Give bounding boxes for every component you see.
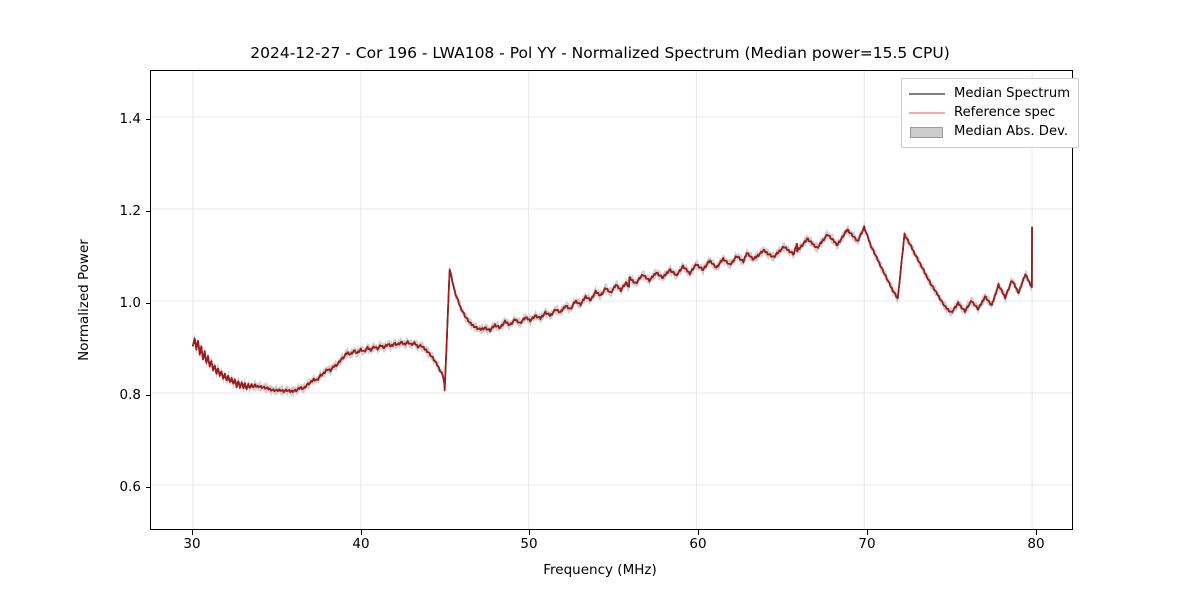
x-tick-label: 30 (183, 536, 201, 552)
x-tick-label: 70 (858, 536, 876, 552)
legend-line-swatch-median (909, 87, 945, 101)
y-tick-label: 1.4 (119, 111, 141, 127)
x-tick-mark (361, 530, 362, 535)
legend-label: Median Abs. Dev. (954, 124, 1069, 139)
legend-item-median-abs-dev: Median Abs. Dev. (909, 122, 1070, 141)
y-tick-label: 0.6 (119, 479, 141, 495)
y-tick-mark (146, 119, 151, 120)
x-tick-mark (698, 530, 699, 535)
legend-item-median-spectrum: Median Spectrum (909, 84, 1070, 103)
y-tick-mark (146, 395, 151, 396)
y-tick-mark (146, 487, 151, 488)
legend-item-reference-spec: Reference spec (909, 103, 1070, 122)
gray-band-icon (910, 126, 943, 138)
median-abs-dev-band (192, 221, 1033, 398)
y-tick-label: 0.8 (119, 387, 141, 403)
reference-spec-line (192, 225, 1033, 394)
black-line-icon (909, 93, 945, 94)
x-tick-mark (867, 530, 868, 535)
y-tick-label-group: 0.6 0.8 1.0 1.2 1.4 (95, 0, 141, 600)
x-tick-label: 60 (689, 536, 707, 552)
x-tick-label: 50 (520, 536, 538, 552)
y-tick-mark (146, 303, 151, 304)
red-line-icon (909, 112, 945, 113)
legend: Median Spectrum Reference spec Median Ab… (901, 78, 1080, 148)
x-tick-mark (529, 530, 530, 535)
legend-label: Median Spectrum (954, 86, 1071, 101)
x-tick-label: 80 (1027, 536, 1045, 552)
x-axis-label: Frequency (MHz) (543, 562, 657, 578)
y-tick-mark (146, 211, 151, 212)
x-tick-mark (192, 530, 193, 535)
legend-label: Reference spec (954, 105, 1056, 120)
y-axis-label: Normalized Power (76, 239, 92, 361)
legend-patch-swatch-mad (909, 125, 945, 139)
x-tick-label: 40 (352, 536, 370, 552)
y-tick-label: 1.2 (119, 203, 141, 219)
legend-line-swatch-reference (909, 106, 945, 120)
median-spectrum-line (192, 225, 1033, 394)
x-tick-mark (1036, 530, 1037, 535)
y-tick-label: 1.0 (119, 295, 141, 311)
page-title: 2024-12-27 - Cor 196 - LWA108 - Pol YY -… (250, 44, 950, 62)
